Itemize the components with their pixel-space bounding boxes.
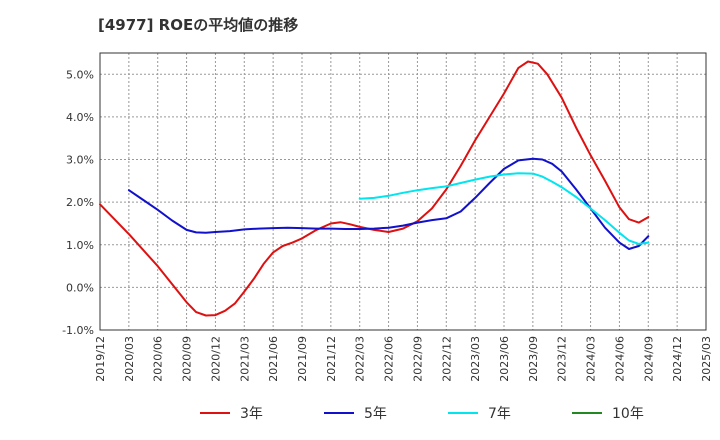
y-tick-label: 3.0%	[66, 154, 94, 167]
series-line-1	[99, 60, 650, 317]
legend: 3年 5年 7年 10年	[200, 406, 644, 422]
legend-label-4: 10年	[612, 406, 644, 422]
series-line-2	[127, 157, 650, 250]
legend-label-2: 5年	[364, 406, 387, 422]
x-tick-label: 2022/03	[354, 336, 367, 382]
x-axis-labels: 2019/12 2020/03 2020/06 2020/09 2020/12 2021/…	[94, 336, 713, 382]
y-tick-label: 4.0%	[66, 111, 94, 124]
x-tick-label: 2020/06	[152, 336, 165, 382]
x-tick-label: 2022/09	[411, 336, 424, 382]
legend-label-3: 7年	[488, 406, 511, 422]
y-tick-label: -1.0%	[62, 324, 94, 337]
x-tick-label: 2020/12	[209, 336, 222, 382]
x-tick-label: 2023/09	[527, 336, 540, 382]
x-tick-label: 2023/06	[498, 336, 511, 382]
x-tick-label: 2024/12	[671, 336, 684, 382]
x-tick-label: 2021/09	[296, 336, 309, 382]
y-tick-label: 2.0%	[66, 196, 94, 209]
x-tick-label: 2021/06	[267, 336, 280, 382]
x-tick-label: 2019/12	[94, 336, 107, 382]
x-tick-label: 2022/06	[383, 336, 396, 382]
y-tick-label: 5.0%	[66, 68, 94, 81]
x-tick-label: 2024/03	[585, 336, 598, 382]
x-tick-label: 2024/06	[613, 336, 626, 382]
series-line-3	[358, 172, 650, 245]
x-tick-label: 2022/12	[440, 336, 453, 382]
x-tick-label: 2023/12	[556, 336, 569, 382]
y-axis-labels: -1.0% 0.0% 1.0% 2.0% 3.0% 4.0% 5.0%	[62, 68, 94, 337]
y-tick-label: 0.0%	[66, 281, 94, 294]
legend-label-1: 3年	[240, 406, 263, 422]
x-tick-label: 2023/03	[469, 336, 482, 382]
x-tick-label: 2020/09	[181, 336, 194, 382]
chart-title: [4977] ROEの平均値の推移	[98, 16, 298, 34]
y-tick-label: 1.0%	[66, 239, 94, 252]
x-tick-label: 2021/12	[325, 336, 338, 382]
x-tick-label: 2020/03	[123, 336, 136, 382]
plot-area-frame	[99, 52, 707, 331]
grid	[100, 53, 706, 331]
x-tick-label: 2024/09	[642, 336, 655, 382]
series-lines	[99, 60, 650, 317]
x-tick-label: 2021/03	[238, 336, 251, 382]
x-tick-label: 2025/03	[700, 336, 713, 382]
